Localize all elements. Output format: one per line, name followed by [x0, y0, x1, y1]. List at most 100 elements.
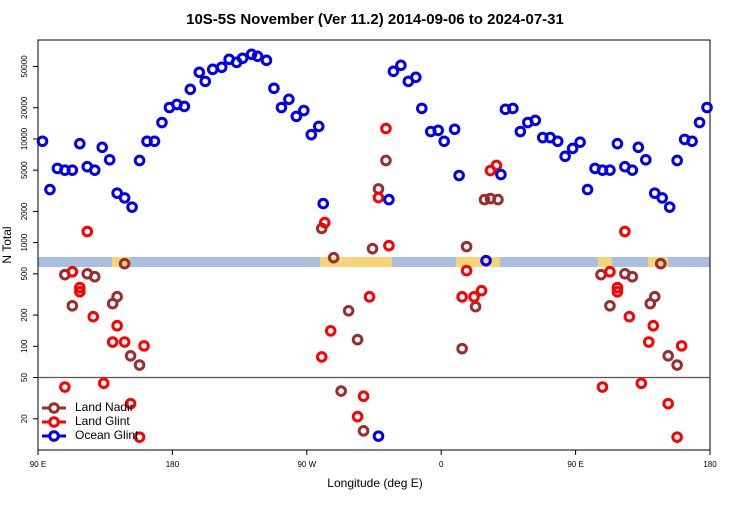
land-strip: [320, 257, 392, 267]
point: [671, 431, 683, 443]
point: [111, 290, 123, 303]
point: [611, 285, 624, 298]
point: [124, 350, 137, 362]
point: [372, 191, 385, 204]
point: [81, 225, 94, 238]
point: [215, 61, 228, 74]
y-tick-label: 20000: [20, 96, 29, 119]
point: [206, 63, 219, 76]
point: [395, 59, 407, 72]
point: [66, 299, 79, 312]
point: [626, 164, 639, 176]
point: [74, 281, 86, 294]
point: [342, 305, 355, 317]
point: [595, 268, 607, 281]
legend-marker: [48, 430, 60, 442]
point: [492, 193, 504, 206]
legend-marker: [48, 416, 60, 428]
point: [415, 102, 428, 115]
series: [59, 154, 683, 437]
point: [604, 164, 616, 176]
point: [639, 153, 652, 166]
point: [148, 135, 161, 148]
point: [480, 254, 492, 267]
y-tick-label: 50000: [20, 55, 29, 78]
point: [507, 102, 519, 115]
point: [495, 168, 507, 181]
x-tick-label: 90 E: [30, 460, 46, 469]
point: [133, 154, 146, 167]
point: [611, 281, 624, 294]
point: [193, 66, 206, 79]
point: [671, 154, 683, 167]
point: [551, 135, 564, 148]
point: [298, 104, 310, 117]
point: [372, 430, 385, 442]
point: [662, 350, 674, 362]
point: [66, 265, 79, 278]
point: [468, 291, 480, 303]
series: [36, 48, 713, 442]
point: [178, 100, 191, 113]
y-tick-label: 5000: [20, 161, 29, 179]
point: [111, 319, 123, 332]
point: [156, 116, 168, 129]
point: [138, 340, 150, 352]
point: [380, 154, 392, 167]
y-tick-label: 10000: [20, 127, 29, 150]
y-tick-label: 50: [20, 373, 29, 382]
point: [351, 333, 364, 346]
point: [432, 124, 445, 137]
point: [305, 128, 318, 141]
point: [675, 340, 688, 352]
point: [701, 101, 713, 114]
point: [438, 135, 450, 148]
x-axis-label: Longitude (deg E): [327, 476, 422, 490]
point: [366, 242, 379, 255]
plot-frame: [37, 39, 711, 451]
point: [635, 377, 648, 390]
point: [88, 164, 101, 176]
point: [335, 385, 347, 397]
point: [357, 390, 370, 403]
point: [648, 290, 661, 303]
legend-label: Ocean Glint: [75, 428, 139, 442]
point: [312, 120, 325, 133]
point: [318, 216, 331, 229]
point: [604, 299, 616, 312]
point: [663, 201, 676, 213]
point: [268, 82, 280, 95]
point: [44, 183, 56, 196]
point: [611, 137, 624, 150]
y-tick-label: 500: [20, 267, 29, 281]
point: [380, 122, 392, 135]
point: [199, 75, 212, 88]
y-tick-label: 2000: [20, 202, 29, 220]
point: [315, 351, 328, 363]
point: [456, 291, 468, 303]
point: [574, 136, 586, 149]
point: [126, 201, 138, 213]
point: [36, 135, 49, 148]
y-tick-label: 200: [20, 308, 29, 322]
point: [453, 169, 465, 182]
point: [632, 141, 645, 154]
point: [351, 410, 364, 423]
point: [647, 319, 660, 332]
point: [97, 377, 110, 390]
point: [656, 192, 669, 204]
point: [283, 93, 295, 106]
point: [387, 65, 400, 78]
point: [448, 123, 461, 136]
legend-marker: [48, 402, 60, 414]
point: [59, 381, 71, 393]
point: [559, 150, 571, 163]
x-tick-label: 180: [166, 460, 180, 469]
chart-title: 10S-5S November (Ver 11.2) 2014-09-06 to…: [186, 11, 564, 28]
point: [514, 125, 527, 138]
point: [469, 300, 482, 313]
point: [475, 284, 488, 297]
x-tick-label: 180: [703, 460, 717, 469]
